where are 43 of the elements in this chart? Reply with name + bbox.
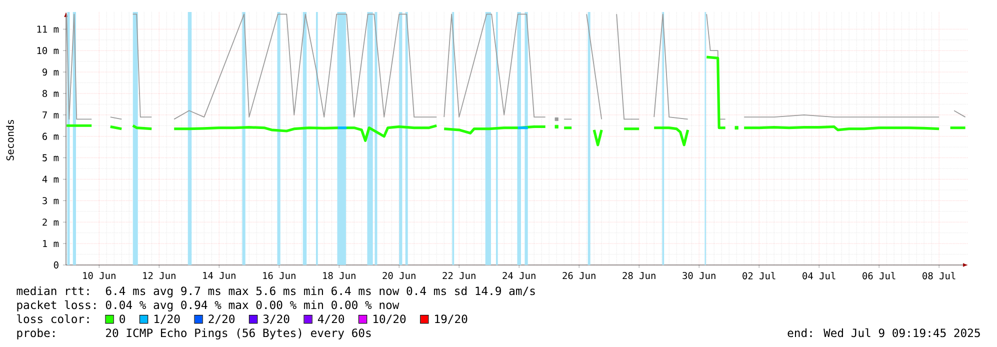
y-tick-label: 7 m [42, 111, 59, 118]
y-tick-label: 8 m [42, 90, 59, 98]
x-tick-label: 20 Jun [382, 272, 416, 280]
y-tick-label: 0 [54, 261, 58, 269]
x-tick-label: 16 Jun [263, 272, 296, 280]
y-axis-title: Seconds [6, 120, 14, 160]
x-tick-label: 30 Jun [682, 272, 716, 280]
text: 6.4 ms avg 9.7 ms max 5.6 ms min 6.4 ms now 0.4 ms sd 14.9 am/s [106, 286, 535, 298]
y-tick-label: 4 m [42, 176, 59, 183]
x-tick-label: 02 Jul [742, 272, 776, 280]
legend-label: 4/20 [318, 314, 344, 324]
x-tick-label: 04 Jul [802, 272, 836, 280]
y-tick-label: 2 m [42, 218, 59, 226]
text: 0.04 % avg 0.94 % max 0.00 % min 0.00 % now [106, 300, 400, 312]
x-tick-label: 12 Jun [143, 272, 176, 280]
y-tick-label: 1 m [43, 240, 59, 248]
x-tick-label: 24 Jun [502, 272, 536, 280]
legend-title: loss color: [17, 314, 89, 324]
x-tick-label: 10 Jun [83, 272, 116, 280]
text: median rtt: [16, 286, 89, 296]
text: end: Wed Jul 9 09:19:45 2025 [788, 328, 980, 338]
text: 20 ICMP Echo Pings (56 Bytes) every 60s [106, 328, 371, 340]
y-tick-label: 5 m [42, 154, 59, 162]
y-tick-label: 3 m [42, 197, 59, 204]
text: probe: [17, 328, 54, 340]
legend-label: 10/20 [374, 314, 406, 324]
x-tick-label: 26 Jun [562, 272, 596, 280]
x-tick-label: 22 Jun [442, 272, 476, 280]
legend-label: 2/20 [208, 314, 234, 324]
legend-label: 1/20 [154, 314, 180, 324]
y-tick-label: 6 m [42, 132, 59, 140]
text: packet loss: [17, 300, 96, 312]
x-tick-label: 14 Jun [203, 272, 236, 280]
legend-label: 0 [120, 314, 125, 324]
x-tick-label: 18 Jun [323, 272, 356, 280]
x-tick-label: 08 Jul [922, 272, 956, 280]
legend-label: 3/20 [263, 314, 290, 324]
y-tick-label: 11 m [37, 26, 59, 33]
y-tick-label: 9 m [42, 68, 59, 76]
legend-label: 19/20 [435, 314, 468, 324]
y-tick-label: 10 m [37, 47, 59, 54]
x-tick-label: 28 Jun [622, 272, 656, 280]
x-tick-label: 06 Jul [862, 272, 896, 280]
